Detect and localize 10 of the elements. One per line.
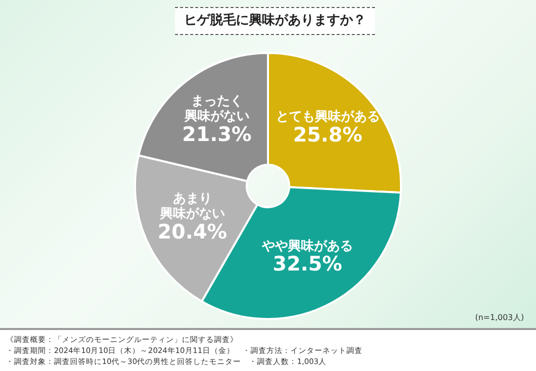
- slice-label: あまり興味がない: [158, 192, 225, 222]
- text: (n=1,003人): [475, 312, 524, 323]
- data-label: 21.3%: [182, 122, 252, 146]
- slice-label: まったく興味がない: [183, 94, 250, 124]
- slice-label: とても興味がある: [276, 110, 380, 125]
- data-label: 32.5%: [272, 252, 342, 276]
- slice-label: やや興味がある: [261, 238, 353, 254]
- data-label: 25.8%: [293, 122, 362, 146]
- data-label: 20.4%: [158, 219, 228, 244]
- chart-title: ヒゲ脱毛に興味がありますか？: [175, 7, 375, 35]
